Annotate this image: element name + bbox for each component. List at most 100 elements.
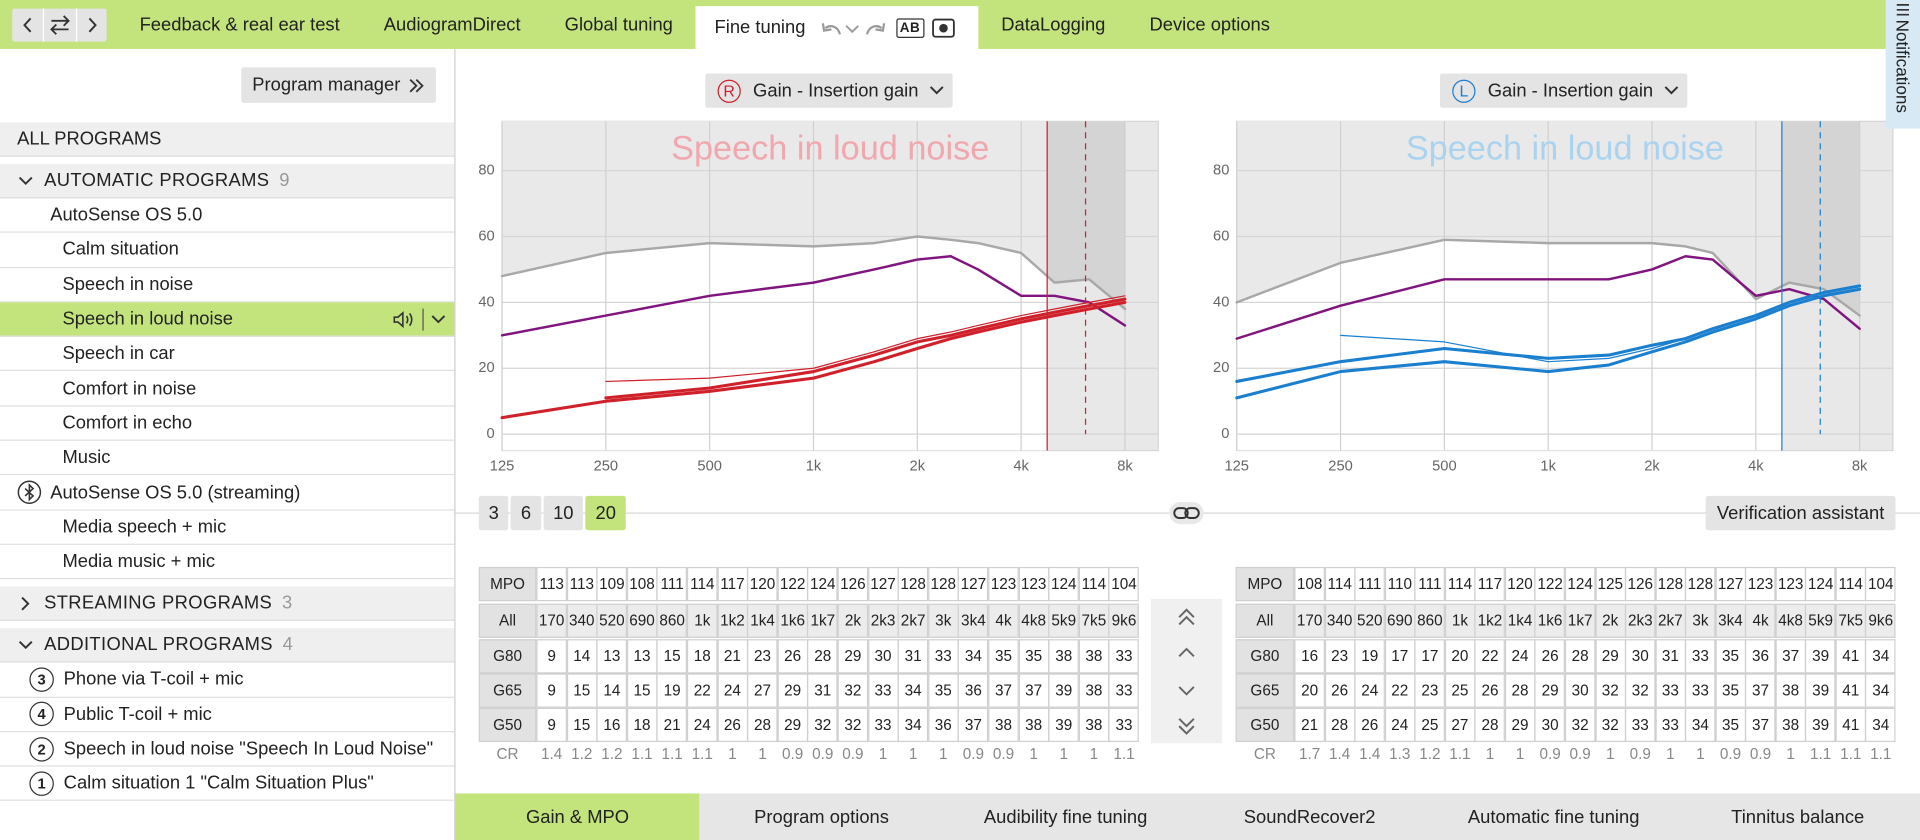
gain-cell[interactable]: 22: [1384, 673, 1416, 708]
gain-cell[interactable]: 23: [747, 639, 778, 674]
gain-cell[interactable]: 23: [1324, 639, 1356, 674]
program-row[interactable]: Music: [0, 441, 455, 476]
notifications-tab[interactable]: Notifications: [1885, 0, 1920, 129]
gain-cell[interactable]: 114: [1444, 566, 1476, 602]
gain-cell[interactable]: 37: [988, 673, 1019, 708]
gain-cell[interactable]: 15: [656, 639, 688, 674]
resolution-button[interactable]: 6: [511, 495, 541, 531]
gain-cell[interactable]: 32: [1564, 707, 1596, 743]
gain-cell[interactable]: 36: [1745, 639, 1776, 674]
gain-cell[interactable]: 37: [1018, 673, 1050, 708]
gain-cell[interactable]: 26: [1324, 673, 1356, 708]
bottom-tab[interactable]: Gain & MPO: [455, 793, 700, 840]
gain-cell[interactable]: 9: [536, 673, 568, 708]
gain-cell[interactable]: 127: [958, 566, 989, 602]
program-row[interactable]: Media music + mic: [0, 545, 455, 580]
gain-cell[interactable]: 104: [1108, 566, 1140, 602]
gain-cell[interactable]: 39: [1805, 639, 1836, 674]
gain-cell[interactable]: 124: [807, 566, 839, 602]
gain-cell[interactable]: 33: [927, 639, 959, 674]
gain-cell[interactable]: 24: [686, 707, 718, 743]
gain-cell[interactable]: 109: [596, 566, 628, 602]
nav-tab[interactable]: Feedback & real ear test: [118, 0, 362, 49]
gain-cell[interactable]: 17: [1384, 639, 1416, 674]
group-header[interactable]: AUTOMATIC PROGRAMS 9: [0, 164, 455, 199]
gain-cell[interactable]: 34: [1865, 707, 1897, 743]
gain-cell[interactable]: 26: [1354, 707, 1386, 743]
gain-cell[interactable]: 128: [927, 566, 959, 602]
gain-cell[interactable]: 24: [1384, 707, 1416, 743]
gain-cell[interactable]: 31: [1655, 639, 1686, 674]
compare-button[interactable]: AB: [896, 17, 925, 38]
gain-cell[interactable]: 37: [1745, 707, 1776, 743]
gain-cell[interactable]: 114: [1324, 566, 1356, 602]
gain-cell[interactable]: 24: [1354, 673, 1386, 708]
gain-cell[interactable]: 111: [1354, 566, 1386, 602]
gain-cell[interactable]: 39: [1048, 707, 1080, 743]
gain-cell[interactable]: 33: [1624, 707, 1656, 743]
gain-cell[interactable]: 35: [927, 673, 959, 708]
gain-cell[interactable]: 22: [686, 673, 718, 708]
gain-cell[interactable]: 27: [747, 673, 778, 708]
gain-cell[interactable]: 127: [1715, 566, 1746, 602]
gain-cell[interactable]: 24: [717, 673, 748, 708]
gain-cell[interactable]: 114: [1835, 566, 1867, 602]
resolution-button[interactable]: 3: [478, 495, 509, 531]
gain-cell[interactable]: 28: [807, 639, 839, 674]
gain-cell[interactable]: 111: [656, 566, 688, 602]
bottom-tab[interactable]: SoundRecover2: [1243, 806, 1376, 828]
program-row[interactable]: 2 Speech in loud noise "Speech In Loud No…: [0, 732, 455, 767]
gain-cell[interactable]: 13: [626, 639, 658, 674]
gain-cell[interactable]: 15: [566, 673, 598, 708]
gain-cell[interactable]: 18: [626, 707, 658, 743]
gain-cell[interactable]: 23: [1414, 673, 1446, 708]
gain-cell[interactable]: 124: [1805, 566, 1836, 602]
gain-cell[interactable]: 38: [1775, 673, 1806, 708]
gain-cell[interactable]: 31: [897, 639, 929, 674]
gain-cell[interactable]: 126: [837, 566, 869, 602]
gain-cell[interactable]: 35: [1715, 707, 1746, 743]
gain-cell[interactable]: 9: [536, 639, 568, 674]
gain-cell[interactable]: 25: [1444, 673, 1476, 708]
gain-cell[interactable]: 22: [1474, 639, 1506, 674]
program-row[interactable]: Calm situation: [0, 233, 455, 268]
resolution-button[interactable]: 10: [543, 495, 584, 531]
gain-cell[interactable]: 120: [747, 566, 778, 602]
gain-cell[interactable]: 19: [656, 673, 688, 708]
program-manager-button[interactable]: Program manager: [241, 67, 436, 103]
gain-cell[interactable]: 26: [777, 639, 809, 674]
gain-cell[interactable]: 128: [1655, 566, 1686, 602]
gain-cell[interactable]: 38: [1078, 673, 1110, 708]
gain-cell[interactable]: 16: [596, 707, 628, 743]
gain-cell[interactable]: 35: [1715, 673, 1746, 708]
verification-button[interactable]: Verification assistant: [1705, 495, 1896, 531]
gain-cell[interactable]: 31: [807, 673, 839, 708]
gain-cell[interactable]: 28: [1474, 707, 1506, 743]
gain-cell[interactable]: 14: [596, 673, 628, 708]
gain-cell[interactable]: 128: [1685, 566, 1716, 602]
gain-cell[interactable]: 21: [1294, 707, 1325, 743]
gain-cell[interactable]: 33: [1655, 673, 1686, 708]
gain-cell[interactable]: 28: [1324, 707, 1356, 743]
gain-cell[interactable]: 114: [686, 566, 718, 602]
gain-cell[interactable]: 122: [777, 566, 809, 602]
gain-cell[interactable]: 33: [1655, 707, 1686, 743]
gain-cell[interactable]: 26: [1534, 639, 1566, 674]
program-row[interactable]: Speech in noise: [0, 268, 455, 303]
gain-cell[interactable]: 32: [1594, 673, 1626, 708]
gain-cell[interactable]: 29: [837, 639, 869, 674]
gain-cell[interactable]: 41: [1835, 673, 1867, 708]
gain-cell[interactable]: 125: [1594, 566, 1626, 602]
program-row[interactable]: Speech in loud noise: [0, 302, 455, 337]
gain-cell[interactable]: 39: [1048, 673, 1080, 708]
bottom-tab[interactable]: Tinnitus balance: [1731, 806, 1865, 828]
gain-cell[interactable]: 34: [1865, 639, 1897, 674]
gain-cell[interactable]: 38: [1018, 707, 1050, 743]
gain-cell[interactable]: 123: [1018, 566, 1050, 602]
gain-cell[interactable]: 32: [807, 707, 839, 743]
bottom-tab[interactable]: Audibility fine tuning: [983, 806, 1148, 828]
gain-cell[interactable]: 126: [1624, 566, 1656, 602]
program-row[interactable]: 4 Public T-coil + mic: [0, 697, 455, 733]
program-row[interactable]: Comfort in noise: [0, 372, 455, 407]
program-row[interactable]: AutoSense OS 5.0 (streaming): [0, 476, 455, 511]
